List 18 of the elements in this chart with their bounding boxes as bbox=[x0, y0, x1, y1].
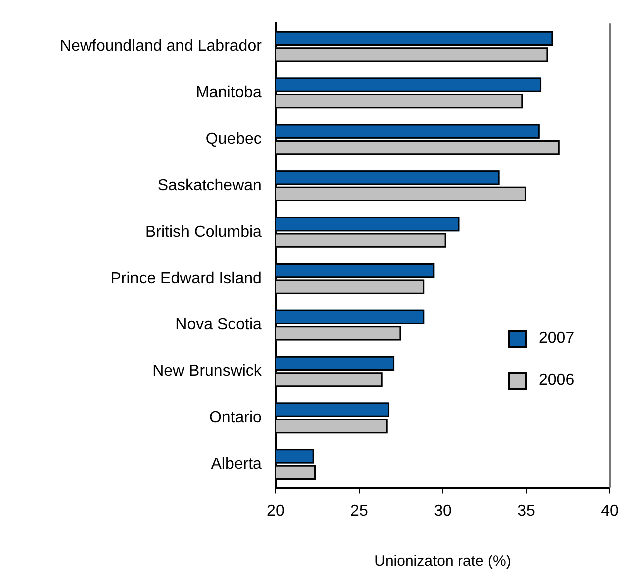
x-tick-label: 20 bbox=[267, 502, 285, 520]
x-tick-label: 25 bbox=[350, 502, 368, 520]
legend-label: 2006 bbox=[539, 372, 575, 390]
y-tick-label: Prince Edward Island bbox=[110, 270, 262, 288]
legend-label: 2007 bbox=[539, 330, 575, 348]
y-tick-label: New Brunswick bbox=[152, 363, 263, 380]
y-tick-label: Nova Scotia bbox=[176, 316, 262, 334]
y-tick-label: British Columbia bbox=[145, 224, 262, 241]
y-tick-label: Manitoba bbox=[196, 84, 262, 102]
x-tick-label: 30 bbox=[434, 502, 452, 520]
y-tick-label: Quebec bbox=[206, 131, 262, 148]
y-tick-label: Saskatchewan bbox=[158, 177, 262, 194]
y-tick-label: Ontario bbox=[209, 410, 262, 427]
x-axis-title: Unionizaton rate (%) bbox=[374, 553, 512, 570]
x-tick-label: 35 bbox=[518, 502, 536, 520]
y-tick-label: Newfoundland and Labrador bbox=[60, 38, 263, 56]
y-tick-label: Alberta bbox=[211, 456, 262, 473]
x-tick-label: 40 bbox=[601, 502, 619, 520]
